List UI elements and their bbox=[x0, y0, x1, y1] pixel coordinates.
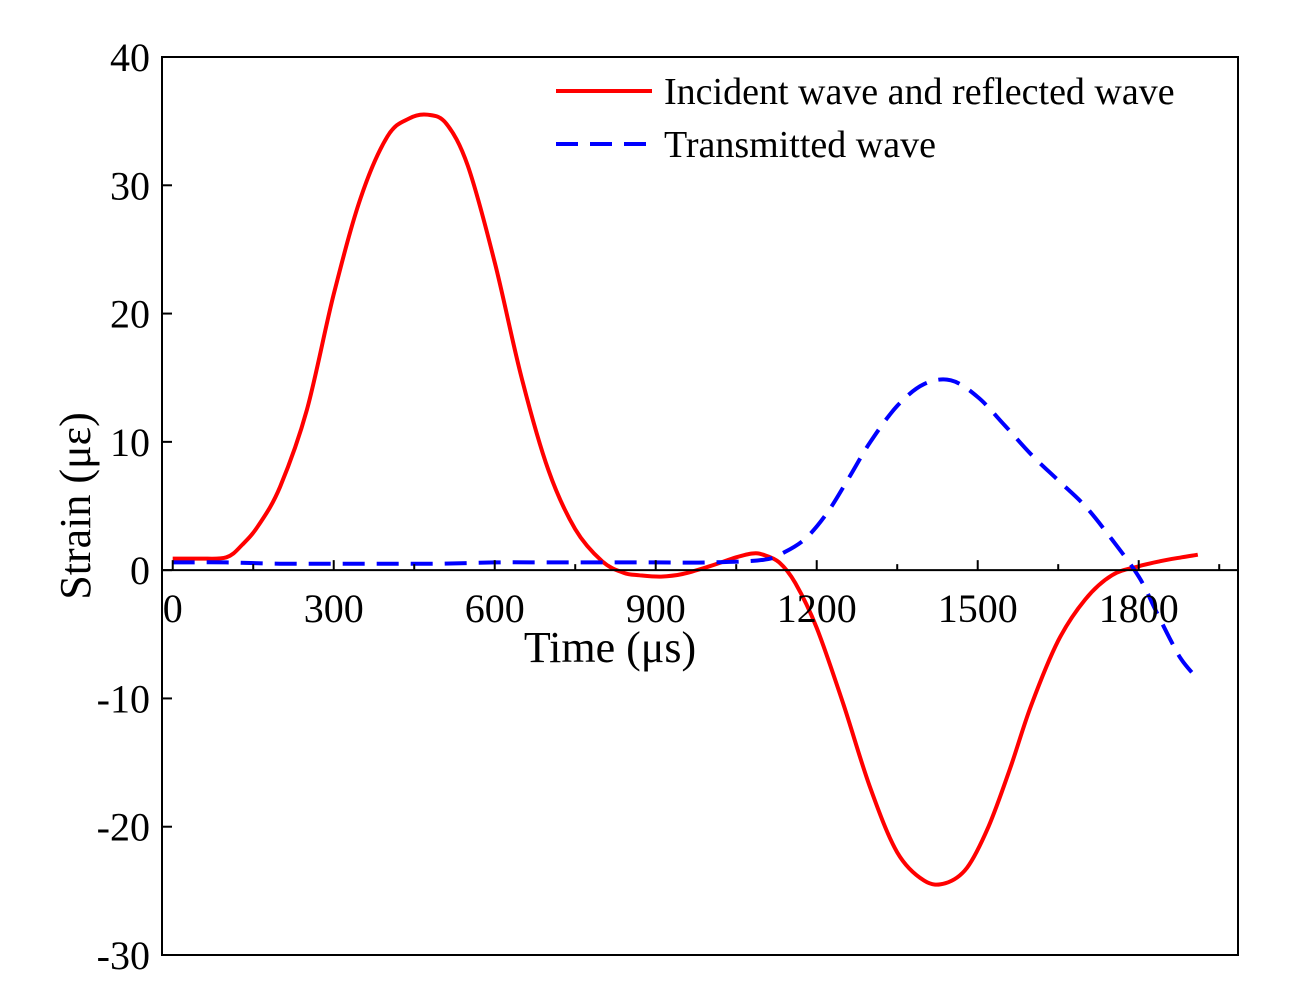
legend: Incident wave and reflected wave Transmi… bbox=[556, 71, 1175, 166]
y-tick-label: 10 bbox=[110, 420, 150, 465]
series-line-transmitted bbox=[172, 377, 1200, 681]
y-tick-label: 40 bbox=[110, 35, 150, 80]
x-axis-title: Time (μs) bbox=[524, 623, 696, 672]
x-tick-label: 1500 bbox=[938, 586, 1018, 631]
ticks: -30 -20 -10 0 10 20 30 40 0 300 600 900 1200 1500 1800 bbox=[97, 35, 1221, 978]
x-tick-label: 1200 bbox=[777, 586, 857, 631]
legend-label-transmitted: Transmitted wave bbox=[664, 124, 936, 166]
y-tick-label: 20 bbox=[110, 292, 150, 337]
y-tick-label: 30 bbox=[110, 163, 150, 208]
legend-label-incident-reflected: Incident wave and reflected wave bbox=[664, 71, 1175, 113]
axes bbox=[161, 56, 1239, 956]
x-tick-label: 1800 bbox=[1099, 586, 1179, 631]
x-tick-label: 300 bbox=[304, 586, 364, 631]
x-tick-label: 600 bbox=[465, 586, 525, 631]
plot-frame bbox=[161, 56, 1239, 956]
plot-area bbox=[172, 112, 1200, 887]
y-tick-label: -20 bbox=[97, 805, 150, 850]
series-line-incident-reflected bbox=[172, 112, 1199, 887]
y-axis-title: Strain (με) bbox=[51, 412, 100, 599]
y-tick-label: 0 bbox=[130, 548, 150, 593]
y-tick-label: -30 bbox=[97, 933, 150, 978]
y-tick-label: -10 bbox=[97, 676, 150, 721]
x-tick-label: 900 bbox=[626, 586, 686, 631]
x-tick-label: 0 bbox=[163, 586, 183, 631]
